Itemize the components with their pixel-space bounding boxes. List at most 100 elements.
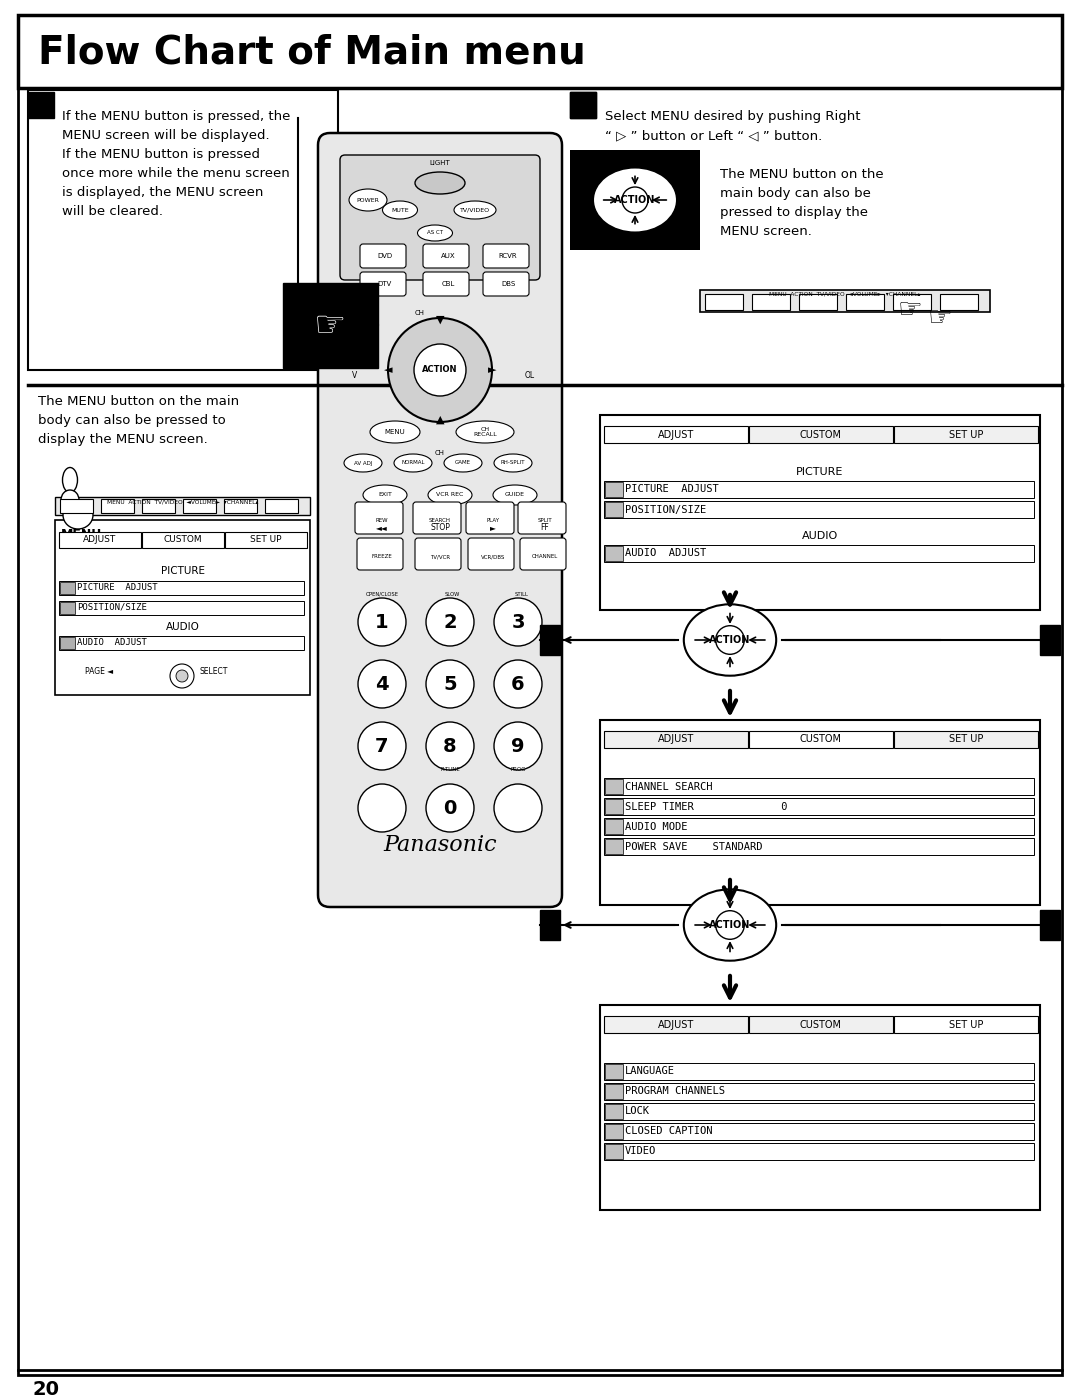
Text: PICTURE  ADJUST: PICTURE ADJUST xyxy=(77,583,158,592)
Text: MENU: MENU xyxy=(608,425,663,443)
Text: SPLIT: SPLIT xyxy=(538,518,552,524)
FancyBboxPatch shape xyxy=(59,581,303,595)
Text: REW: REW xyxy=(376,518,389,524)
Text: AUDIO  ADJUST: AUDIO ADJUST xyxy=(625,549,706,559)
FancyBboxPatch shape xyxy=(28,89,338,370)
Text: SEARCH: SEARCH xyxy=(429,518,451,524)
Circle shape xyxy=(622,187,648,212)
Text: POWER: POWER xyxy=(356,197,379,203)
Text: 0: 0 xyxy=(443,799,457,817)
FancyBboxPatch shape xyxy=(700,291,990,312)
Text: VCR/DBS: VCR/DBS xyxy=(481,555,505,560)
Text: SET UP: SET UP xyxy=(949,735,983,745)
Bar xyxy=(846,293,885,310)
Bar xyxy=(605,482,623,497)
FancyBboxPatch shape xyxy=(750,1016,893,1032)
Text: If the MENU button is pressed, the
MENU screen will be displayed.
If the MENU bu: If the MENU button is pressed, the MENU … xyxy=(62,110,291,218)
Bar xyxy=(940,293,978,310)
Bar xyxy=(224,499,257,513)
Circle shape xyxy=(357,659,406,708)
Circle shape xyxy=(357,784,406,833)
FancyBboxPatch shape xyxy=(468,538,514,570)
Text: LANGUAGE: LANGUAGE xyxy=(625,1066,675,1077)
Text: 6: 6 xyxy=(511,675,525,693)
Text: DTV: DTV xyxy=(378,281,392,286)
Text: CH
RECALL: CH RECALL xyxy=(473,426,497,437)
Text: TV/VIDEO: TV/VIDEO xyxy=(460,208,490,212)
Ellipse shape xyxy=(494,454,532,472)
Bar xyxy=(605,1144,623,1160)
Text: ►: ► xyxy=(490,524,496,532)
FancyBboxPatch shape xyxy=(604,545,1034,562)
Text: FF: FF xyxy=(541,524,550,532)
Text: 2: 2 xyxy=(443,612,457,631)
FancyBboxPatch shape xyxy=(55,497,310,515)
Text: LIGHT: LIGHT xyxy=(430,161,450,166)
Circle shape xyxy=(357,598,406,645)
Text: POSITION/SIZE: POSITION/SIZE xyxy=(77,604,147,612)
Text: CUSTOM: CUSTOM xyxy=(800,735,842,745)
Text: AUDIO: AUDIO xyxy=(165,622,200,631)
Text: R-TUNE: R-TUNE xyxy=(441,767,460,773)
Circle shape xyxy=(426,598,474,645)
FancyBboxPatch shape xyxy=(357,538,403,570)
Text: MUTE: MUTE xyxy=(391,208,409,212)
Text: POSITION/SIZE: POSITION/SIZE xyxy=(625,504,706,514)
Bar xyxy=(605,1104,623,1119)
Text: 1: 1 xyxy=(375,612,389,631)
FancyBboxPatch shape xyxy=(340,155,540,279)
Text: STILL: STILL xyxy=(515,592,529,597)
FancyBboxPatch shape xyxy=(894,731,1038,747)
Bar xyxy=(60,499,93,513)
Text: SLEEP TIMER              0: SLEEP TIMER 0 xyxy=(625,802,787,812)
FancyBboxPatch shape xyxy=(483,272,529,296)
FancyBboxPatch shape xyxy=(59,532,141,548)
Text: RH-SPLIT: RH-SPLIT xyxy=(501,461,525,465)
Text: V: V xyxy=(352,370,357,380)
Text: VIDEO: VIDEO xyxy=(625,1147,657,1157)
Text: AUDIO MODE: AUDIO MODE xyxy=(625,821,688,831)
Text: 3: 3 xyxy=(511,612,525,631)
Text: 8: 8 xyxy=(443,736,457,756)
Bar xyxy=(540,624,561,655)
Text: GUIDE: GUIDE xyxy=(505,493,525,497)
Text: CUSTOM: CUSTOM xyxy=(800,429,842,440)
Text: DBS: DBS xyxy=(501,281,515,286)
Bar xyxy=(570,92,596,117)
FancyBboxPatch shape xyxy=(570,149,700,250)
FancyBboxPatch shape xyxy=(141,532,224,548)
Bar xyxy=(28,92,54,117)
Text: CBL: CBL xyxy=(442,281,455,286)
FancyBboxPatch shape xyxy=(604,1083,1034,1099)
Text: MENU: MENU xyxy=(608,1016,663,1032)
Circle shape xyxy=(494,784,542,833)
Ellipse shape xyxy=(349,189,387,211)
Circle shape xyxy=(357,722,406,770)
Bar xyxy=(705,293,743,310)
Ellipse shape xyxy=(456,420,514,443)
Text: AV ADJ: AV ADJ xyxy=(354,461,373,465)
FancyBboxPatch shape xyxy=(465,502,514,534)
Bar xyxy=(60,602,75,615)
Text: SELECT: SELECT xyxy=(200,668,228,676)
Circle shape xyxy=(494,722,542,770)
FancyBboxPatch shape xyxy=(59,601,303,615)
Ellipse shape xyxy=(418,225,453,242)
Ellipse shape xyxy=(370,420,420,443)
Text: DVD: DVD xyxy=(377,253,392,258)
FancyBboxPatch shape xyxy=(483,244,529,268)
Text: VCR REC: VCR REC xyxy=(436,493,463,497)
Text: ADJUST: ADJUST xyxy=(83,535,117,545)
Bar xyxy=(605,1065,623,1078)
Bar xyxy=(605,502,623,517)
Circle shape xyxy=(716,626,744,654)
Bar xyxy=(60,637,75,650)
Ellipse shape xyxy=(382,201,418,219)
Text: MENU: MENU xyxy=(60,528,103,541)
Ellipse shape xyxy=(394,454,432,472)
Bar xyxy=(605,1125,623,1139)
Text: AS CT: AS CT xyxy=(427,231,443,236)
FancyBboxPatch shape xyxy=(59,636,303,650)
Bar xyxy=(893,293,931,310)
Text: MENU: MENU xyxy=(608,731,663,747)
